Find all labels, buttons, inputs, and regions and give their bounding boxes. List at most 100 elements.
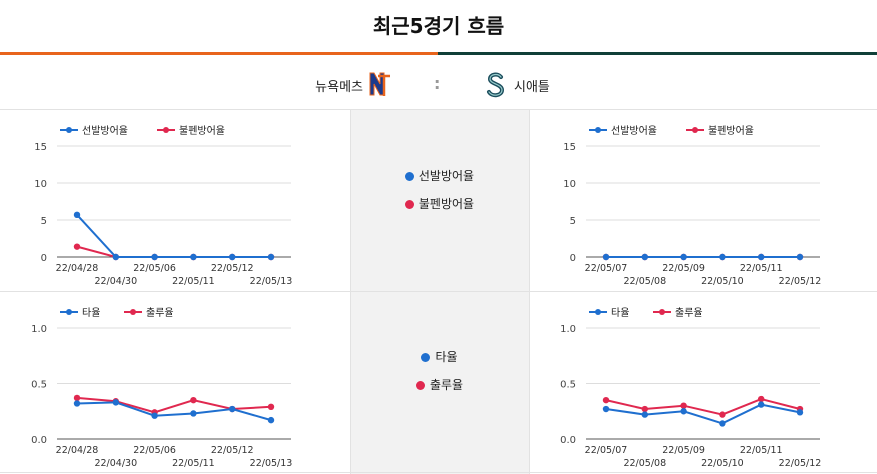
y-tick-label: 0.5 [560, 380, 576, 391]
divider-left [350, 110, 351, 474]
x-tick-label: 22/05/13 [250, 276, 293, 287]
data-point [602, 405, 610, 413]
away-era-chart: 0 5 10 15 22/05/07 22/05/08 22/05/09 22/05/10 22… [563, 125, 822, 287]
y-tick-label: 15 [563, 142, 576, 153]
data-point [641, 411, 648, 418]
away-team-name: 시애틀 [514, 80, 550, 95]
y-tick-label: 5 [41, 216, 47, 227]
x-tick-label: 22/04/28 [56, 263, 99, 274]
legend-marker [66, 127, 72, 133]
y-tick-label: 10 [563, 179, 576, 190]
data-point [758, 395, 765, 403]
legend-marker [66, 309, 72, 315]
x-tick-label: 22/04/30 [94, 276, 137, 287]
data-point [719, 253, 726, 261]
away-hitting-chart: 0.0 0.5 1.0 22/05/07 22/05/08 22/05/09 22/05/1… [560, 307, 821, 469]
x-tick-label: 22/05/08 [623, 276, 666, 287]
x-tick-label: 22/05/08 [623, 458, 666, 469]
data-point [112, 253, 120, 261]
legend-marker [595, 127, 601, 133]
data-point [796, 253, 804, 261]
legend-label: 불펜방어율 [708, 125, 754, 137]
data-point [151, 412, 158, 419]
accent-bar-away [438, 52, 877, 55]
x-tick-label: 22/05/06 [133, 263, 176, 274]
legend-label: 타율 [611, 307, 629, 319]
data-point [73, 400, 81, 407]
x-tick-label: 22/05/12 [211, 263, 254, 274]
legend-label: 불펜방어율 [179, 125, 225, 137]
accent-bar-home [0, 52, 438, 55]
y-tick-label: 15 [34, 142, 47, 153]
x-tick-label: 22/05/09 [662, 263, 705, 274]
data-point [602, 253, 610, 261]
page-title: 최근5경기 흐름 [372, 14, 505, 38]
data-point [680, 408, 687, 415]
y-tick-label: 10 [34, 179, 47, 190]
data-point [758, 401, 765, 408]
data-point [112, 399, 120, 406]
x-tick-label: 22/05/07 [585, 263, 628, 274]
y-tick-label: 0.0 [560, 435, 576, 446]
home-hitting-chart: 0.0 0.5 1.0 22/04/28 22/04/30 22/05/06 22/05/1… [31, 307, 292, 469]
matchup-separator: : [434, 74, 441, 93]
legend-label: 타율 [82, 307, 100, 319]
x-tick-label: 22/05/09 [662, 445, 705, 456]
home-team-name: 뉴욕메츠 [315, 80, 363, 95]
x-tick-label: 22/05/11 [172, 458, 215, 469]
hitting-legend-mid: 타율 출루율 [350, 343, 529, 399]
data-point [680, 402, 687, 409]
series-line [76, 214, 271, 258]
legend-marker [595, 309, 601, 315]
x-tick-label: 22/05/06 [133, 445, 176, 456]
data-point [758, 253, 765, 261]
series-dot-icon [404, 172, 414, 181]
data-point [719, 411, 726, 418]
data-point [641, 405, 648, 413]
data-point [267, 416, 275, 424]
legend-marker [130, 309, 136, 315]
era-legend-mid: 선발방어율 불펜방어율 [350, 162, 529, 218]
legend-label: 선발방어율 [611, 125, 657, 137]
series-line [605, 403, 801, 425]
series-line [76, 396, 272, 414]
legend-marker [692, 127, 698, 133]
data-point [267, 403, 275, 411]
legend-item: 출루율 [350, 371, 529, 399]
matchup-header: 뉴욕메츠 시애틀 [0, 55, 877, 109]
legend-panel: 선발방어율 불펜방어율 타율 출루율 [350, 110, 529, 474]
data-point [719, 420, 726, 427]
divider-right [529, 110, 530, 474]
x-tick-label: 22/05/12 [779, 276, 822, 287]
series-line [605, 397, 801, 416]
data-point [190, 396, 197, 404]
x-tick-label: 22/05/10 [701, 458, 744, 469]
legend-item: 불펜방어율 [350, 190, 529, 218]
data-point [796, 409, 804, 416]
y-tick-label: 1.0 [560, 324, 576, 335]
y-tick-label: 0 [570, 253, 576, 264]
x-tick-label: 22/05/10 [701, 276, 744, 287]
divider-bottom [0, 472, 877, 473]
legend-item: 타율 [350, 343, 529, 371]
data-point [73, 211, 81, 219]
y-tick-label: 0.0 [31, 435, 47, 446]
divider-top [0, 109, 877, 110]
x-tick-label: 22/05/07 [585, 445, 628, 456]
legend-marker [659, 309, 665, 315]
legend-marker [163, 127, 169, 133]
y-tick-label: 1.0 [31, 324, 47, 335]
series-dot-icon [415, 381, 425, 390]
y-tick-label: 5 [570, 216, 576, 227]
data-point [190, 410, 197, 417]
legend-label: 출루율 [146, 307, 174, 319]
data-point [229, 405, 236, 413]
data-point [680, 253, 687, 261]
data-point [641, 253, 648, 261]
x-tick-label: 22/05/11 [740, 445, 783, 456]
home-era-chart: 0 5 10 15 22/04/28 22/04/30 22/05/06 22/05/11 22… [34, 125, 293, 287]
series-dot-icon [404, 200, 414, 209]
mets-logo-icon [369, 72, 390, 96]
x-tick-label: 22/04/30 [94, 458, 137, 469]
series-dot-icon [421, 353, 431, 362]
